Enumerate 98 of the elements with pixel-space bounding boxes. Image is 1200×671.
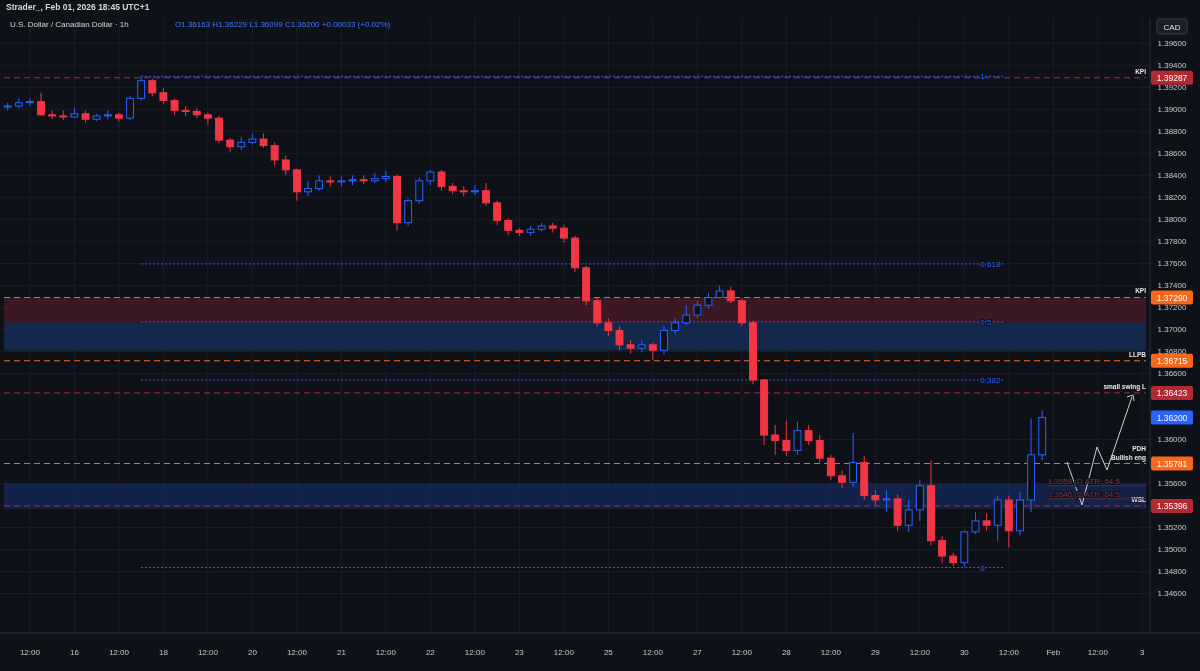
y-tick-label: 1.38600 bbox=[1157, 149, 1188, 159]
chart-title: U.S. Dollar / Canadian Dollar · 1h bbox=[10, 20, 129, 29]
x-tick-label: 12:00 bbox=[108, 648, 130, 657]
candlestick bbox=[437, 169, 446, 192]
candlestick bbox=[493, 200, 502, 226]
candlestick bbox=[37, 92, 45, 117]
candlestick bbox=[826, 454, 835, 481]
candlestick bbox=[315, 174, 324, 192]
candlestick bbox=[470, 184, 479, 196]
annotation: 1 bbox=[980, 72, 986, 82]
candlestick bbox=[804, 424, 813, 446]
candlestick bbox=[615, 325, 624, 351]
y-tick-label: 1.35000 bbox=[1157, 545, 1188, 555]
annotation: 1.39287 bbox=[1156, 73, 1188, 84]
text: Strader_, Feb 01, 2026 18:45 UTC+1 bbox=[6, 2, 150, 12]
candlestick bbox=[593, 296, 602, 327]
text: CAD bbox=[1163, 23, 1181, 32]
candlestick bbox=[126, 95, 134, 121]
annotation: 1.36715 bbox=[1156, 356, 1188, 367]
x-tick-label: 12:00 bbox=[553, 648, 575, 657]
y-tick-label: 1.39400 bbox=[1157, 61, 1188, 71]
candlestick bbox=[849, 432, 858, 488]
x-tick-label: 12:00 bbox=[909, 648, 931, 657]
candlestick bbox=[648, 342, 657, 361]
candlestick bbox=[404, 197, 413, 227]
y-tick-label: 1.36800 bbox=[1157, 347, 1188, 357]
y-tick-label: 1.37800 bbox=[1157, 237, 1188, 247]
x-tick-label: 12:00 bbox=[731, 648, 753, 657]
x-tick-label: 27 bbox=[692, 648, 703, 657]
candlestick bbox=[782, 420, 791, 457]
x-tick-label: Feb bbox=[1046, 648, 1061, 657]
candlestick bbox=[793, 421, 802, 456]
candlestick bbox=[737, 298, 746, 327]
y-tick-label: 1.37600 bbox=[1157, 259, 1188, 269]
x-tick-label: 12:00 bbox=[1087, 648, 1109, 657]
x-tick-label: 21 bbox=[336, 648, 347, 657]
y-tick-label: 1.35200 bbox=[1157, 523, 1188, 533]
annotation: 1.35781 bbox=[1156, 459, 1188, 470]
x-tick-label: 12:00 bbox=[19, 648, 41, 657]
y-tick-label: 1.34600 bbox=[1157, 589, 1188, 599]
x-tick-label: 20 bbox=[247, 648, 258, 657]
x-tick-label: 12:00 bbox=[998, 648, 1020, 657]
x-tick-label: 12:00 bbox=[197, 648, 219, 657]
candlestick bbox=[660, 325, 668, 356]
candlestick bbox=[381, 170, 390, 183]
annotation: 0.618 bbox=[980, 259, 1001, 269]
candlestick bbox=[815, 434, 824, 464]
x-tick-label: 29 bbox=[870, 648, 881, 657]
y-tick-label: 1.39600 bbox=[1157, 39, 1188, 49]
annotation: 1.35396 bbox=[1156, 501, 1188, 512]
annotation: 0.382 bbox=[980, 375, 1001, 385]
candlestick bbox=[270, 141, 279, 166]
y-tick-label: 1.37400 bbox=[1157, 281, 1188, 291]
candlestick bbox=[971, 511, 980, 535]
x-tick-label: 12:00 bbox=[375, 648, 397, 657]
annotation: 1.37290 bbox=[1156, 292, 1188, 303]
candlestick bbox=[292, 168, 301, 202]
x-tick-label: 12:00 bbox=[820, 648, 842, 657]
x-tick-label: 22 bbox=[425, 648, 436, 657]
x-tick-label: 12:00 bbox=[464, 648, 486, 657]
y-tick-label: 1.39200 bbox=[1157, 83, 1188, 93]
text: 1.36200 bbox=[1156, 412, 1188, 423]
annotation: 0.5 bbox=[980, 317, 993, 327]
y-tick-label: 1.36000 bbox=[1157, 435, 1188, 445]
y-tick-label: 1.37200 bbox=[1157, 303, 1188, 313]
annotation: 1.36423 bbox=[1156, 388, 1188, 399]
x-tick-label: 16 bbox=[69, 648, 80, 657]
candlestick bbox=[304, 180, 312, 197]
y-tick-label: 1.36600 bbox=[1157, 369, 1188, 379]
y-tick-label: 1.37000 bbox=[1157, 325, 1188, 335]
x-tick-label: 12:00 bbox=[642, 648, 664, 657]
y-tick-label: 1.38000 bbox=[1157, 215, 1188, 225]
x-tick-label: 23 bbox=[514, 648, 525, 657]
candlestick bbox=[771, 424, 780, 456]
x-tick-label: 12:00 bbox=[286, 648, 308, 657]
y-tick-label: 1.34800 bbox=[1157, 567, 1188, 577]
candlestick bbox=[215, 115, 223, 144]
x-tick-label: 18 bbox=[158, 648, 169, 657]
candlestick bbox=[281, 155, 290, 176]
x-tick-label: 28 bbox=[781, 648, 792, 657]
candlestick bbox=[904, 499, 913, 533]
y-tick-label: 1.38800 bbox=[1157, 127, 1188, 137]
candlestick bbox=[838, 469, 846, 489]
y-tick-label: 1.39000 bbox=[1157, 105, 1188, 115]
y-tick-label: 1.38200 bbox=[1157, 193, 1188, 203]
y-tick-label: 1.38400 bbox=[1157, 171, 1188, 181]
candlestick bbox=[203, 112, 212, 126]
candlestick bbox=[882, 489, 891, 513]
candlestick bbox=[415, 177, 424, 205]
candlestick bbox=[25, 97, 34, 107]
x-tick-label: 25 bbox=[603, 648, 614, 657]
candlestick bbox=[482, 182, 490, 207]
candlestick bbox=[938, 535, 947, 564]
x-tick-label: 30 bbox=[959, 648, 970, 657]
annotation: 0 bbox=[980, 563, 986, 573]
chart-subtitle: O1.36163 H1.36229 L1.36099 C1.36200 +0.00033 (+0.02%) bbox=[175, 20, 391, 29]
x-tick-label: 3 bbox=[1140, 648, 1146, 657]
y-tick-label: 1.35600 bbox=[1157, 479, 1188, 489]
